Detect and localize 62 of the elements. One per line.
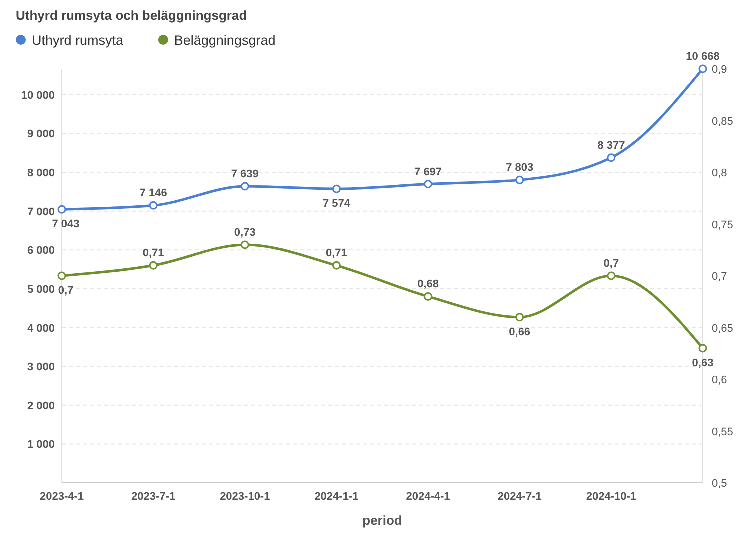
point bbox=[424, 292, 433, 301]
x-tick-label: 2023-10-1 bbox=[220, 491, 270, 503]
x-tick-label: 2024-10-1 bbox=[586, 491, 637, 503]
point bbox=[516, 313, 524, 322]
y2-tick-label: 0,55 bbox=[712, 426, 734, 438]
data-label: 7 697 bbox=[414, 166, 442, 178]
point bbox=[240, 240, 250, 250]
y-tick-label: 8 000 bbox=[27, 168, 55, 180]
y-tick-label: 6 000 bbox=[27, 245, 55, 258]
data-label: 8 377 bbox=[598, 140, 626, 152]
data-label: 7 574 bbox=[322, 198, 352, 210]
point bbox=[240, 182, 250, 191]
y2-tick-label: 0,65 bbox=[712, 322, 734, 335]
y-tick-label: 5 000 bbox=[27, 284, 55, 296]
data-label: 0,71 bbox=[142, 248, 164, 260]
x-tick-label: 2024-4-1 bbox=[406, 491, 450, 503]
data-label: 0,7 bbox=[58, 285, 74, 297]
x-tick-label: 2024-7-1 bbox=[498, 491, 542, 503]
data-label: 10 668 bbox=[686, 51, 720, 63]
y-tick-label: 7 000 bbox=[27, 206, 55, 218]
legend-label: Beläggningsgrad bbox=[174, 33, 276, 48]
point bbox=[332, 184, 341, 194]
data-label: 0,68 bbox=[418, 278, 439, 291]
data-label: 0,66 bbox=[509, 326, 531, 338]
x-tick-label: 2023-7-1 bbox=[132, 491, 176, 503]
y2-tick-label: 0,5 bbox=[712, 478, 728, 490]
y2-tick-label: 0,8 bbox=[712, 168, 728, 180]
point bbox=[607, 272, 616, 280]
data-label: 0,7 bbox=[604, 258, 620, 270]
data-label: 0,71 bbox=[326, 248, 348, 260]
point bbox=[516, 176, 524, 184]
y-tick-label: 2 000 bbox=[27, 400, 55, 412]
y2-tick-label: 0,9 bbox=[712, 64, 728, 76]
y2-tick-label: 0,6 bbox=[712, 374, 728, 386]
y-tick-label: 10 000 bbox=[21, 90, 55, 102]
point bbox=[149, 201, 158, 210]
x-tick-label: 2023-4-1 bbox=[40, 491, 84, 503]
point bbox=[58, 272, 66, 280]
data-label: 7 146 bbox=[140, 188, 168, 200]
data-label: 7 043 bbox=[52, 218, 80, 231]
point bbox=[424, 180, 433, 189]
chart-title: Uthyrd rumsyta och beläggningsgrad bbox=[16, 8, 248, 23]
y-tick-label: 9 000 bbox=[27, 128, 55, 141]
y-tick-label: 3 000 bbox=[27, 362, 55, 374]
point bbox=[58, 205, 66, 214]
data-label: 0,63 bbox=[692, 357, 714, 370]
y2-tick-label: 0,85 bbox=[712, 116, 734, 128]
data-label: 7 639 bbox=[231, 168, 259, 181]
point bbox=[698, 64, 708, 74]
y2-tick-label: 0,75 bbox=[712, 219, 734, 232]
legend-label: Uthyrd rumsyta bbox=[32, 33, 124, 48]
point bbox=[607, 154, 616, 162]
x-axis-title: period bbox=[362, 513, 402, 528]
data-label: 7 803 bbox=[506, 162, 534, 174]
point bbox=[698, 344, 708, 353]
point bbox=[149, 261, 158, 270]
point bbox=[332, 261, 341, 270]
x-tick-label: 2024-1-1 bbox=[314, 491, 359, 503]
y-tick-label: 1 000 bbox=[27, 439, 55, 452]
data-label: 0,73 bbox=[234, 226, 256, 239]
y2-tick-label: 0,7 bbox=[712, 271, 728, 283]
y-tick-label: 4 000 bbox=[27, 322, 55, 335]
